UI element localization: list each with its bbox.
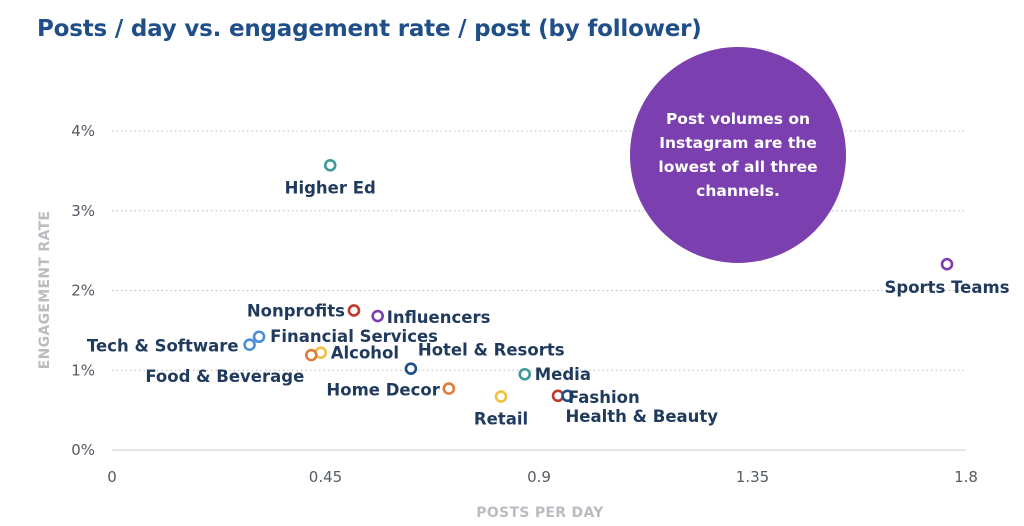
point-label: Nonprofits	[247, 301, 345, 320]
point-label: Health & Beauty	[565, 407, 718, 426]
callout-circle	[630, 47, 846, 263]
y-axis-label: ENGAGEMENT RATE	[37, 211, 53, 369]
callout-bubble: Post volumes on Instagram are the lowest o…	[630, 47, 846, 263]
point-label: Home Decor	[326, 381, 440, 400]
data-point	[494, 390, 508, 403]
data-point	[404, 362, 418, 375]
x-axis-label: POSTS PER DAY	[476, 505, 604, 521]
point-label: Sports Teams	[885, 278, 1010, 297]
callout-text-line: Instagram are the	[659, 134, 817, 152]
callout-text-line: Post volumes on	[666, 110, 810, 128]
y-tick-label: 3%	[71, 202, 95, 220]
data-point	[347, 304, 361, 317]
y-tick-label: 0%	[71, 441, 95, 459]
point-label: Higher Ed	[285, 178, 376, 197]
x-tick-labels: 0 0.45 0.9 1.35 1.8	[107, 468, 978, 486]
chart-title: Posts / day vs. engagement rate / post (…	[37, 16, 702, 42]
point-label: Influencers	[387, 308, 491, 327]
data-point	[371, 309, 384, 323]
data-point	[304, 348, 318, 362]
x-tick-label: 0	[107, 468, 117, 486]
x-tick-label: 1.35	[736, 468, 769, 486]
data-point	[561, 389, 574, 403]
callout-text-line: channels.	[696, 182, 780, 200]
data-point	[518, 367, 532, 381]
data-point	[323, 158, 337, 172]
data-point	[243, 338, 256, 352]
x-tick-label: 1.8	[954, 468, 978, 486]
data-point	[940, 257, 954, 271]
y-tick-label: 2%	[71, 282, 95, 300]
point-label: Tech & Software	[87, 337, 239, 356]
point-label: Retail	[474, 410, 528, 429]
y-tick-label: 1%	[71, 361, 95, 379]
y-tick-labels: 0% 1% 2% 3% 4%	[71, 122, 95, 459]
x-tick-label: 0.9	[527, 468, 551, 486]
data-point	[252, 330, 266, 344]
point-label: Alcohol	[331, 344, 399, 363]
point-label: Financial Services	[270, 327, 438, 346]
y-tick-label: 4%	[71, 122, 95, 140]
point-label: Hotel & Resorts	[418, 341, 565, 360]
point-label: Media	[535, 365, 591, 384]
x-tick-label: 0.45	[309, 468, 342, 486]
data-points	[243, 158, 954, 403]
point-label: Fashion	[568, 388, 640, 407]
point-label: Food & Beverage	[145, 367, 304, 386]
data-point	[442, 382, 456, 395]
callout-text-line: lowest of all three	[658, 158, 817, 176]
point-labels: Higher Ed Sports Teams Nonprofits Influence…	[87, 178, 1010, 428]
